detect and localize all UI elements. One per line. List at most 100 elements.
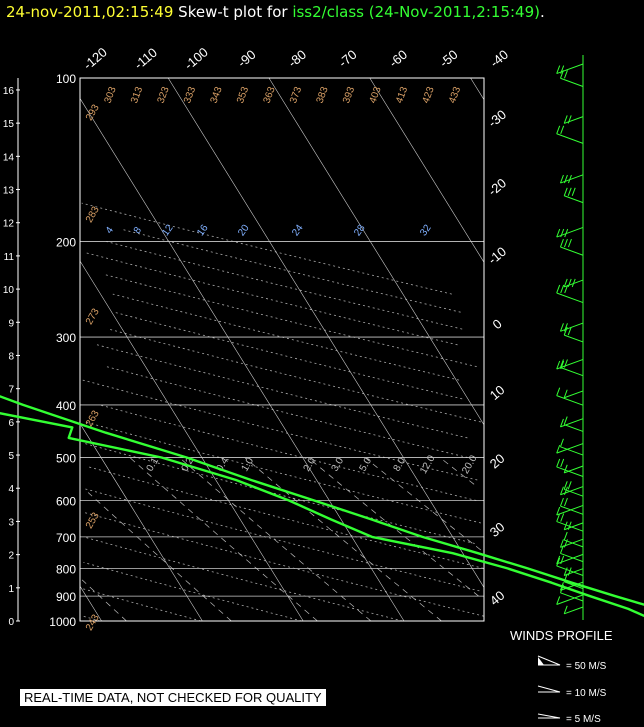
wind-barb-feather [563, 323, 568, 332]
dry-adiabat [84, 421, 481, 524]
quality-disclaimer: REAL-TIME DATA, NOT CHECKED FOR QUALITY [20, 689, 326, 706]
wind-barb-feather [560, 65, 565, 74]
profile-series [0, 395, 644, 618]
top-adiabat-label: 433 [447, 85, 463, 105]
wind-barb-feather [556, 506, 561, 516]
dry-adiabat [81, 202, 452, 295]
wind-barb [560, 322, 584, 332]
altitude-tick-label: 13 [3, 186, 15, 197]
pressure-tick-label: 200 [56, 235, 76, 249]
wind-barb [560, 418, 584, 428]
mixing-ratio-line [244, 457, 442, 622]
wind-barb-feather [564, 228, 569, 238]
top-temp-label: -100 [181, 44, 211, 72]
wind-barb-feather [563, 70, 568, 79]
wind-barb-feather [563, 278, 568, 288]
wind-barb [560, 486, 584, 496]
mixing-ratio-label: 0.1 [145, 456, 162, 474]
altitude-tick-label: 14 [3, 152, 15, 163]
altitude-tick-label: 1 [8, 584, 14, 595]
wind-barb-feather [567, 481, 572, 490]
moist-adiabat-label: 20 [236, 222, 252, 238]
wind-barb-feather [559, 582, 564, 591]
wind-barb-feather [563, 605, 568, 615]
dry-adiabat [103, 274, 477, 367]
axis-labels: 1002003004005006007008009001000161514131… [3, 44, 511, 632]
altitude-tick-label: 7 [8, 385, 14, 396]
altitude-tick-label: 4 [8, 484, 14, 495]
top-temp-label: -60 [386, 47, 410, 71]
mixing-ratio-label: 1.0 [240, 456, 257, 474]
adiabat-label: 243 [84, 612, 102, 632]
wind-barb [560, 552, 584, 563]
legend-10ms: = 10 M/S [566, 688, 607, 699]
mixing-ratio-line [81, 579, 127, 622]
wind-barb-feather [563, 389, 568, 398]
right-temp-label: 20 [487, 451, 508, 472]
wind-barb-feather [563, 531, 568, 541]
wind-barb-feather [559, 174, 564, 184]
legend-50ms: = 50 M/S [566, 661, 607, 672]
wind-barb-feather [563, 416, 568, 425]
moist-adiabat-label: 4 [104, 225, 116, 236]
mixing-ratio-label: 2.0 [302, 456, 319, 474]
dry-adiabat [80, 587, 202, 622]
wind-barb-feather [567, 238, 572, 248]
wind-barb-feather [567, 567, 572, 576]
wind-barb-feather [556, 557, 561, 567]
wind-barb-feather [563, 481, 568, 490]
isotherm [79, 98, 405, 622]
dry-adiabat [96, 344, 468, 439]
wind-barb-feather [571, 187, 576, 196]
wind-barb-feather [556, 360, 561, 370]
dry-adiabat [82, 511, 484, 617]
wind-barb-feather [556, 555, 561, 565]
dry-adiabat [99, 404, 477, 501]
right-temp-label: -30 [485, 107, 509, 131]
isotherm [369, 77, 485, 263]
wind-barb [556, 594, 584, 605]
mixing-ratio-line [87, 492, 232, 622]
top-temp-label: -120 [80, 44, 110, 72]
wind-barb [560, 367, 584, 377]
wind-barb [556, 466, 584, 477]
wind-barb-feather [556, 65, 561, 74]
wind-barb [564, 390, 584, 399]
top-adiabat-label: 343 [209, 85, 225, 105]
wind-barb-feather [567, 278, 572, 288]
wind-profile [556, 55, 584, 620]
dry-adiabat [112, 293, 460, 381]
wind-barb [556, 358, 584, 370]
title-label: Skew-t plot for [178, 3, 288, 21]
wind-barb [560, 538, 584, 548]
winds-profile-title: WINDS PROFILE [510, 628, 613, 643]
wind-barb-feather [556, 284, 561, 294]
wind-barb [556, 133, 584, 144]
moist-adiabat-label: 28 [352, 222, 368, 238]
wind-barb-feather [563, 187, 568, 196]
dry-adiabat [113, 311, 463, 400]
isotherm [79, 260, 304, 622]
right-temp-label: 0 [490, 316, 505, 332]
wind-barb-feather [559, 418, 564, 428]
frame-rect [79, 77, 485, 622]
right-temp-label: 10 [487, 382, 508, 403]
wind-barb [564, 606, 584, 615]
series-dewpoint [0, 412, 644, 618]
wind-barb-feather [560, 125, 565, 134]
moist-adiabat-label: 12 [160, 222, 176, 238]
isotherm [79, 423, 203, 622]
dry-adiabat [106, 241, 463, 330]
wind-barb-feather [563, 326, 568, 336]
wind-barb [564, 424, 584, 432]
top-temp-label: -70 [336, 47, 360, 71]
wind-barb [556, 504, 584, 516]
altitude-tick-label: 0 [8, 617, 14, 628]
pressure-tick-label: 300 [56, 331, 76, 345]
wind-barb-feather [559, 584, 564, 593]
wind-barb [564, 465, 584, 474]
wind-barb-feather [556, 513, 561, 522]
dry-adiabat [83, 488, 480, 592]
wind-barb-feather [567, 521, 572, 530]
